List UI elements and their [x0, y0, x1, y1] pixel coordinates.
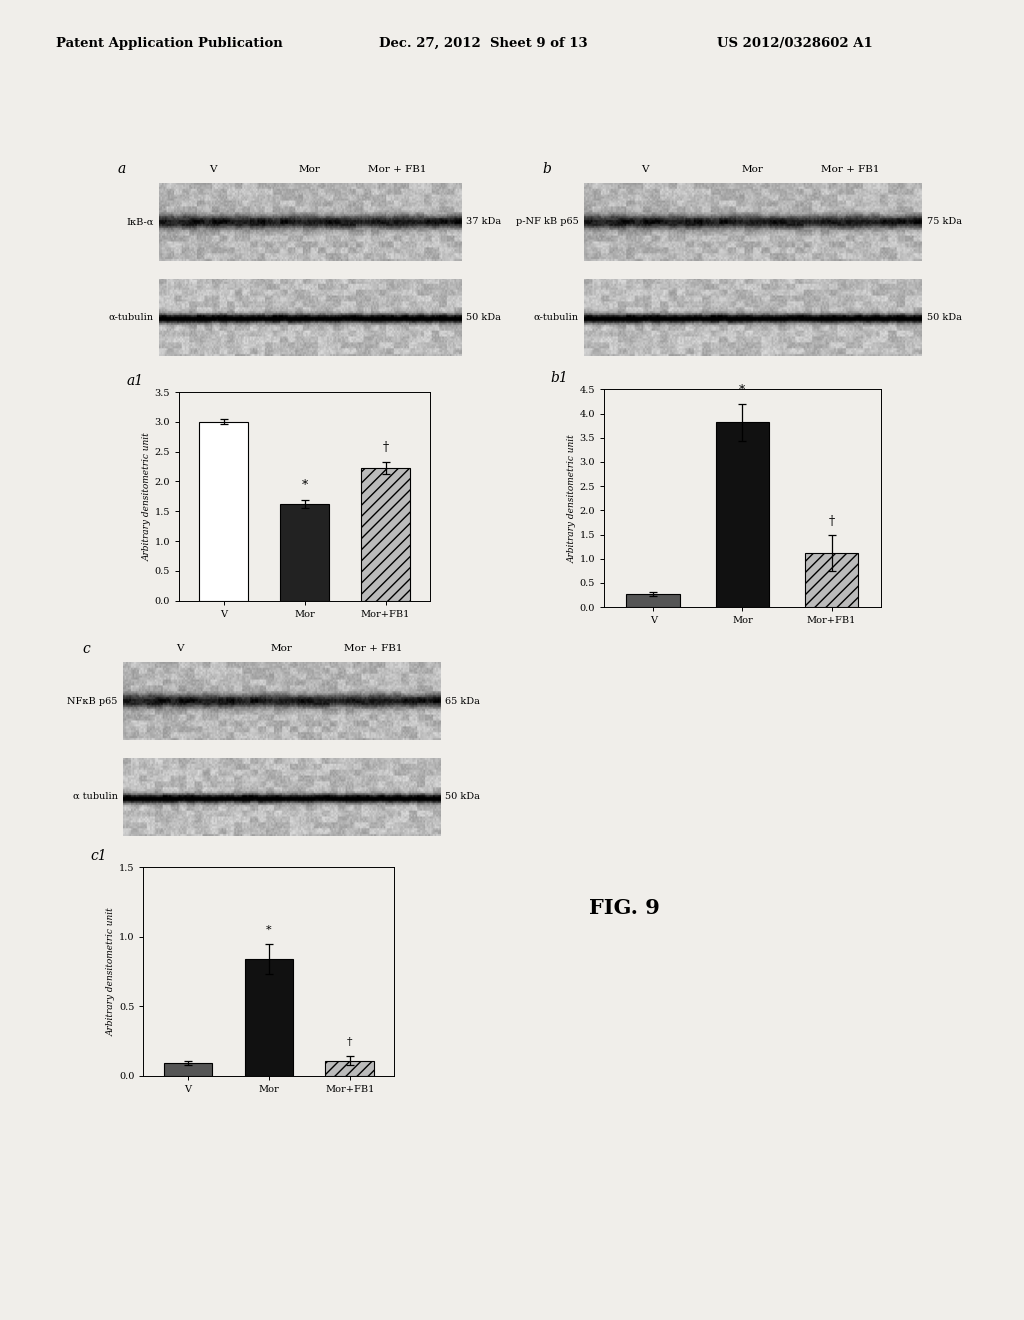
Text: Mor: Mor	[270, 644, 293, 653]
Text: †: †	[828, 515, 835, 528]
Bar	[326, 1060, 374, 1076]
Text: 50 kDa: 50 kDa	[927, 313, 962, 322]
Text: US 2012/0328602 A1: US 2012/0328602 A1	[717, 37, 872, 50]
Text: IκB-α: IκB-α	[126, 218, 154, 227]
Text: 37 kDa: 37 kDa	[466, 218, 501, 227]
Text: †: †	[347, 1038, 352, 1047]
Text: Mor + FB1: Mor + FB1	[821, 165, 880, 174]
Text: c: c	[82, 642, 90, 656]
Y-axis label: Arbitrary densitometric unit: Arbitrary densitometric unit	[108, 907, 116, 1036]
Bar	[361, 469, 410, 601]
Text: α-tubulin: α-tubulin	[534, 313, 579, 322]
Text: Mor + FB1: Mor + FB1	[368, 165, 427, 174]
Text: Mor + FB1: Mor + FB1	[344, 644, 402, 653]
Y-axis label: Arbitrary densitometric unit: Arbitrary densitometric unit	[143, 432, 152, 561]
Text: a: a	[118, 162, 126, 177]
Bar	[281, 504, 329, 601]
Text: p-NF kB p65: p-NF kB p65	[516, 218, 579, 227]
Text: †: †	[383, 441, 389, 454]
Text: Mor: Mor	[741, 165, 764, 174]
Text: c1: c1	[91, 849, 108, 863]
Text: Patent Application Publication: Patent Application Publication	[56, 37, 283, 50]
Text: b: b	[543, 162, 552, 177]
Text: b1: b1	[551, 371, 568, 385]
Text: α-tubulin: α-tubulin	[109, 313, 154, 322]
Text: Dec. 27, 2012  Sheet 9 of 13: Dec. 27, 2012 Sheet 9 of 13	[379, 37, 588, 50]
Text: *: *	[266, 925, 271, 936]
Text: V: V	[641, 165, 648, 174]
Text: a1: a1	[126, 374, 143, 388]
Text: V: V	[176, 644, 183, 653]
Text: 75 kDa: 75 kDa	[927, 218, 962, 227]
Bar	[627, 594, 680, 607]
Text: 50 kDa: 50 kDa	[466, 313, 501, 322]
Bar	[164, 1064, 212, 1076]
Text: Mor: Mor	[299, 165, 321, 174]
Bar	[805, 553, 858, 607]
Text: V: V	[209, 165, 217, 174]
Text: 50 kDa: 50 kDa	[445, 792, 480, 801]
Text: α tubulin: α tubulin	[73, 792, 118, 801]
Bar	[245, 960, 293, 1076]
Text: 65 kDa: 65 kDa	[445, 697, 480, 706]
Bar	[716, 422, 769, 607]
Text: *: *	[301, 479, 308, 491]
Bar	[200, 422, 248, 601]
Y-axis label: Arbitrary densitometric unit: Arbitrary densitometric unit	[568, 434, 577, 562]
Text: *: *	[739, 384, 745, 397]
Text: NFκB p65: NFκB p65	[68, 697, 118, 706]
Text: FIG. 9: FIG. 9	[589, 898, 659, 917]
